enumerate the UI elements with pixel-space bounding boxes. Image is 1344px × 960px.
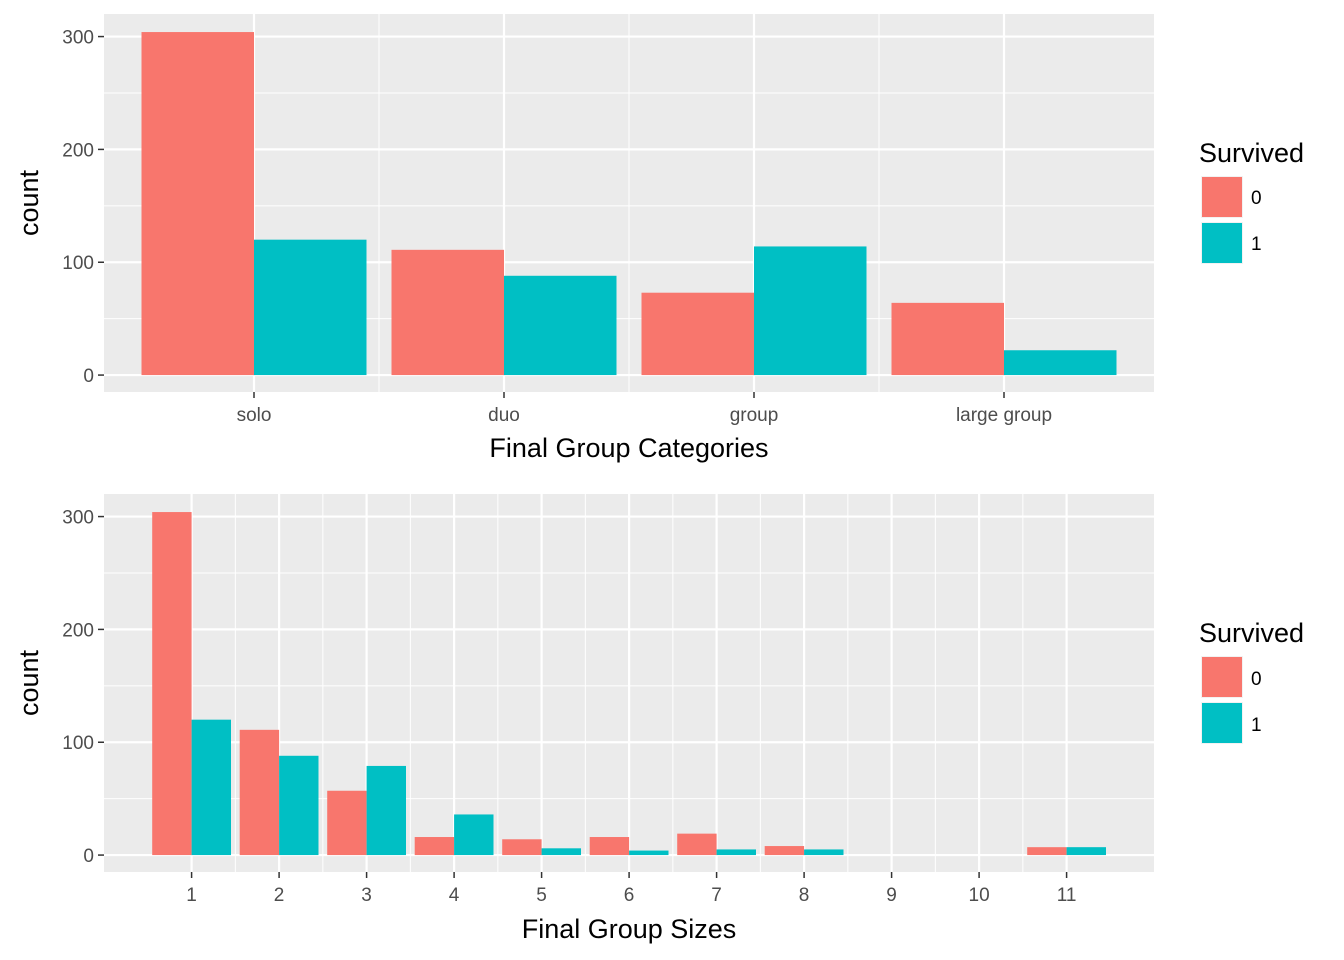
y-tick-label: 0 [83,846,94,867]
legend-title: Survived [1199,618,1304,648]
x-tick-label: 11 [1057,885,1077,906]
x-axis-title: Final Group Categories [489,433,768,463]
bar-1-survived-0 [152,512,192,856]
chart-group-categories: 0 100 200 300 solo duo group large group Final … [14,14,1304,463]
legend: Survived 0 1 [1199,618,1304,744]
y-axis-title: count [14,169,44,236]
bars [152,512,1106,856]
axes: 0 100 200 300 1 2 3 4 5 6 7 8 9 10 11 [62,508,1076,906]
bar-duo-survived-0 [391,249,504,376]
bar-7-survived-1 [716,849,756,856]
bar-large-group-survived-1 [1004,350,1117,376]
x-tick-label: 3 [361,885,372,906]
legend-swatch-0 [1202,657,1242,697]
x-tick-label: solo [237,405,272,426]
legend-label-1: 1 [1251,234,1262,255]
x-tick-label: 7 [711,885,722,906]
bar-duo-survived-1 [504,275,617,376]
axes: 0 100 200 300 solo duo group large group [62,28,1052,426]
legend: Survived 0 1 [1199,138,1304,264]
bar-large-group-survived-0 [891,302,1004,376]
legend-label-0: 0 [1251,669,1262,690]
legend-label-0: 0 [1251,188,1262,209]
bar-2-survived-1 [279,755,319,856]
bar-4-survived-0 [414,837,455,856]
x-tick-label: 4 [449,885,460,906]
x-tick-label: 5 [536,885,547,906]
legend-swatch-1 [1202,703,1242,743]
bar-6-survived-1 [629,850,669,856]
bar-11-survived-1 [1066,847,1106,856]
y-tick-label: 100 [62,733,94,754]
y-axis-title: count [14,649,44,716]
bar-6-survived-0 [589,837,630,856]
bar-group-survived-1 [754,246,867,376]
legend-title: Survived [1199,138,1304,168]
legend-label-1: 1 [1251,715,1262,736]
x-tick-label: 1 [186,885,197,906]
bar-2-survived-0 [239,729,280,856]
y-tick-label: 0 [83,366,94,387]
x-tick-label: 2 [274,885,285,906]
bar-3-survived-0 [327,790,367,856]
bar-solo-survived-1 [254,239,367,376]
legend-swatch-0 [1202,177,1242,217]
y-tick-label: 200 [62,620,94,641]
x-tick-label: 10 [969,885,990,906]
bar-5-survived-0 [502,839,542,856]
y-tick-label: 200 [62,140,94,161]
bar-5-survived-1 [541,848,581,856]
bars [141,32,1117,376]
y-tick-label: 300 [62,28,94,49]
bar-7-survived-0 [677,833,717,856]
legend-swatch-1 [1202,223,1242,263]
x-tick-label: duo [488,405,520,426]
x-tick-label: 9 [886,885,897,906]
x-tick-label: large group [956,405,1052,426]
x-axis-title: Final Group Sizes [522,914,737,944]
bar-8-survived-0 [764,846,805,856]
x-tick-label: 6 [624,885,635,906]
x-tick-label: group [730,405,779,426]
bar-4-survived-1 [454,814,494,856]
bar-3-survived-1 [366,765,406,856]
bar-group-survived-0 [641,292,754,376]
y-tick-label: 100 [62,253,94,274]
x-tick-label: 8 [799,885,810,906]
bar-solo-survived-0 [141,32,254,376]
bar-8-survived-1 [804,849,844,856]
bar-1-survived-1 [191,719,231,856]
bar-11-survived-0 [1027,847,1067,856]
y-tick-label: 300 [62,508,94,529]
